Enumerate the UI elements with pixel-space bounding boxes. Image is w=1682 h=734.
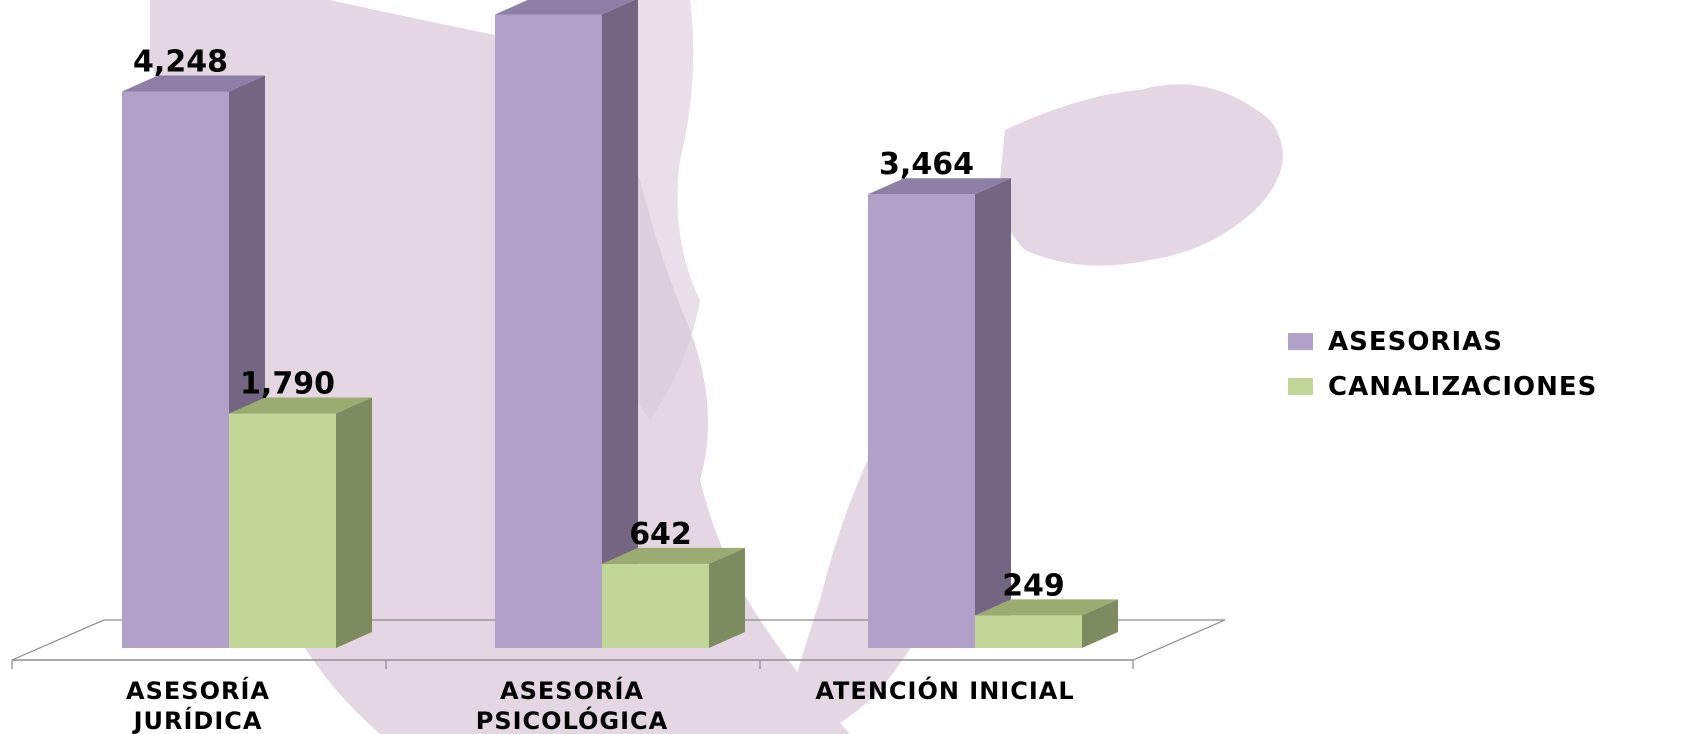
bar-front <box>122 91 229 648</box>
bar-side <box>1082 599 1118 648</box>
bar-side <box>336 397 372 648</box>
bar-asesorias-2 <box>868 178 1011 648</box>
data-label: 4,248 <box>133 45 228 80</box>
data-label: 4,836 <box>506 0 601 2</box>
data-labels: 4,248 4,836 3,464 1,790 642 249 <box>133 0 1065 603</box>
legend-label: ASESORIAS <box>1328 327 1503 357</box>
bar-front <box>602 563 709 648</box>
x-tick-label: JURÍDICA <box>132 706 263 734</box>
bar-canalizaciones-2 <box>975 599 1118 648</box>
data-label: 3,464 <box>879 147 974 182</box>
data-label: 1,790 <box>240 367 335 402</box>
bar-front <box>975 615 1082 648</box>
legend-swatch <box>1288 333 1313 350</box>
bar-top <box>975 599 1118 616</box>
legend-swatch <box>1288 378 1313 395</box>
bar-front <box>229 413 336 648</box>
legend: ASESORIAS CANALIZACIONES <box>1288 327 1597 402</box>
bar-side <box>709 547 745 648</box>
bar-front <box>495 14 602 648</box>
bar-side <box>602 0 638 648</box>
bars <box>122 0 1118 648</box>
map-shape-island <box>999 84 1283 266</box>
data-label: 642 <box>629 517 692 552</box>
x-axis: ASESORÍAJURÍDICAASESORÍAPSICOLÓGICAATENC… <box>11 659 1134 734</box>
bar-top <box>229 397 372 414</box>
bar-asesorias-0 <box>122 75 265 648</box>
bar-top <box>122 75 265 92</box>
x-tick-label: ASESORÍA <box>500 676 644 705</box>
bar-canalizaciones-0 <box>229 397 372 648</box>
x-tick-label: ASESORÍA <box>126 676 270 705</box>
bar-canalizaciones-1 <box>602 547 745 648</box>
bar-side <box>975 178 1011 648</box>
bar-top <box>495 0 635 15</box>
x-tick-label: PSICOLÓGICA <box>476 705 668 734</box>
x-tick-label: ATENCIÓN INICIAL <box>815 675 1074 705</box>
bar-top <box>602 547 745 564</box>
bar-asesorias-1 <box>495 0 638 648</box>
data-label: 249 <box>1002 568 1065 603</box>
bar-front <box>868 194 975 648</box>
legend-label: CANALIZACIONES <box>1328 372 1597 402</box>
bar-top <box>868 178 1011 195</box>
